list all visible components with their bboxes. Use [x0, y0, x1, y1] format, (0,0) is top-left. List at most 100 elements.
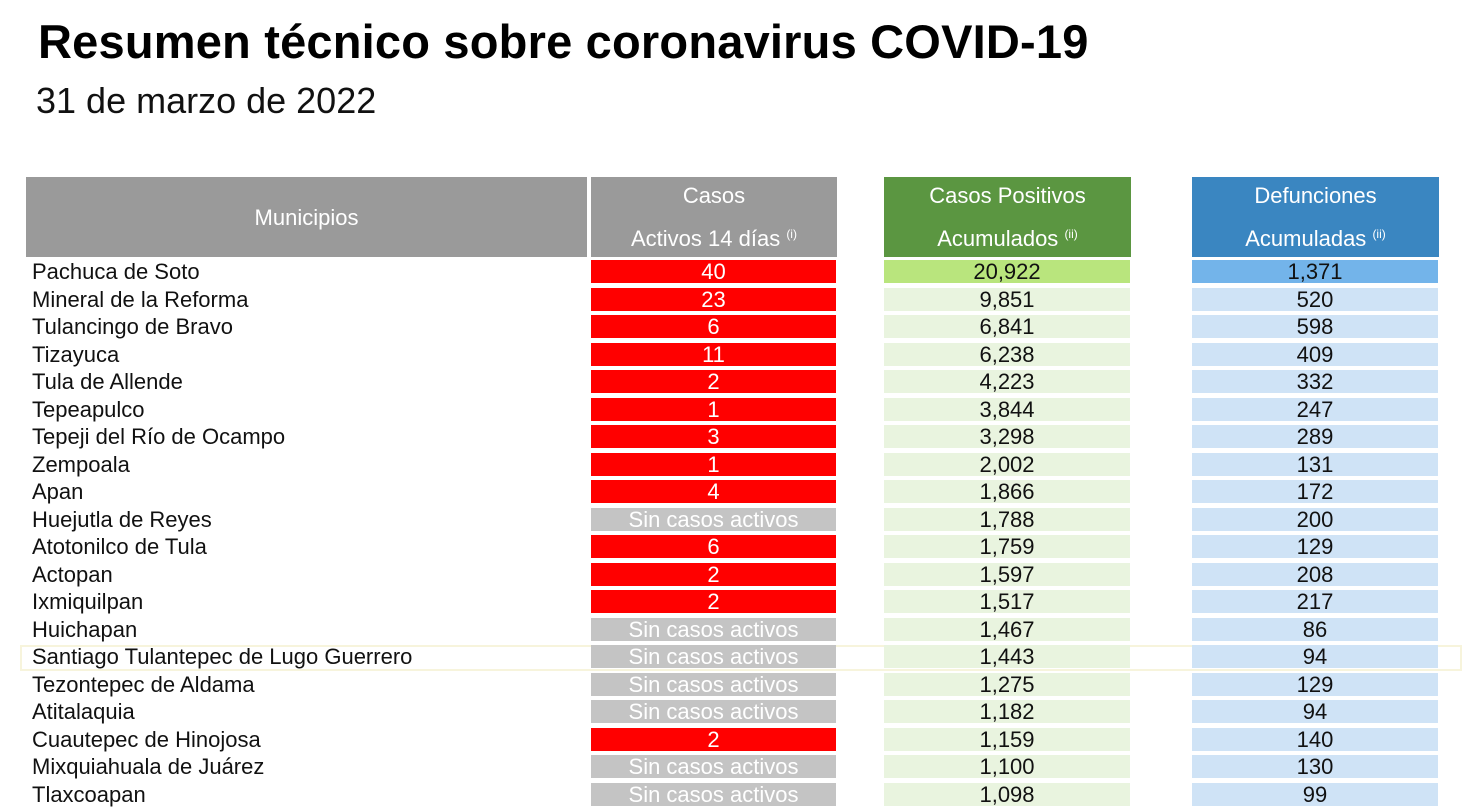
defunciones-cell: 131	[1192, 452, 1438, 476]
municipio-name: Tepeapulco	[32, 396, 145, 422]
defunciones-cell: 247	[1192, 397, 1438, 421]
casos-positivos-cell: 1,098	[884, 782, 1130, 806]
defunciones-cell: 598	[1192, 315, 1438, 338]
header-defunciones-line1: Defunciones	[1254, 183, 1377, 208]
header-defunciones: Defunciones Acumuladas (ii)	[1192, 177, 1439, 257]
municipio-name: Tlaxcoapan	[32, 781, 146, 807]
page-title: Resumen técnico sobre coronavirus COVID-…	[38, 15, 1089, 68]
casos-positivos-cell: 3,844	[884, 397, 1130, 421]
sin-casos-activos-cell: Sin casos activos	[591, 700, 836, 723]
defunciones-cell: 94	[1192, 645, 1438, 668]
defunciones-cell: 217	[1192, 590, 1438, 613]
table-row: Actopan 2 1,597 208	[0, 562, 1465, 588]
defunciones-cell: 409	[1192, 342, 1438, 366]
header-defunciones-note: (ii)	[1372, 227, 1386, 241]
table-row: Ixmiquilpan 2 1,517 217	[0, 590, 1465, 615]
casos-activos-cell: 40	[591, 260, 836, 283]
table-row: Atotonilco de Tula 6 1,759 129	[0, 535, 1465, 560]
table-row: Tlaxcoapan Sin casos activos 1,098 99	[0, 781, 1465, 808]
table-row: Cuautepec de Hinojosa 2 1,159 140	[0, 726, 1465, 753]
defunciones-cell: 129	[1192, 535, 1438, 558]
casos-positivos-cell: 1,443	[884, 645, 1130, 668]
casos-positivos-cell: 1,100	[884, 755, 1130, 778]
defunciones-cell: 172	[1192, 480, 1438, 503]
header-activos-note: (i)	[786, 227, 797, 241]
municipio-name: Tulancingo de Bravo	[32, 314, 233, 339]
header-positivos-line2-text: Acumulados	[937, 226, 1059, 251]
table-row: Tepeapulco 1 3,844 247	[0, 396, 1465, 423]
table-row: Zempoala 1 2,002 131	[0, 451, 1465, 478]
casos-positivos-cell: 20,922	[884, 260, 1130, 283]
casos-positivos-cell: 4,223	[884, 370, 1130, 393]
header-municipios: Municipios	[26, 177, 587, 257]
header-casos-positivos: Casos Positivos Acumulados (ii)	[884, 177, 1131, 257]
municipio-name: Atitalaquia	[32, 699, 135, 724]
casos-activos-cell: 2	[591, 370, 836, 393]
defunciones-cell: 99	[1192, 782, 1438, 806]
sin-casos-activos-cell: Sin casos activos	[591, 617, 836, 641]
casos-activos-cell: 2	[591, 590, 836, 613]
table-row: Tepeji del Río de Ocampo 3 3,298 289	[0, 425, 1465, 450]
casos-positivos-cell: 1,788	[884, 507, 1130, 531]
municipio-name: Tizayuca	[32, 341, 120, 367]
casos-activos-cell: 2	[591, 727, 836, 751]
table-row: Tezontepec de Aldama Sin casos activos 1,2…	[0, 671, 1465, 698]
casos-positivos-cell: 2,002	[884, 452, 1130, 476]
municipio-name: Huichapan	[32, 616, 138, 642]
header-municipios-label: Municipios	[254, 204, 359, 230]
casos-activos-cell: 23	[591, 287, 836, 311]
table-row: Huichapan Sin casos activos 1,467 86	[0, 616, 1465, 643]
report-date: 31 de marzo de 2022	[36, 80, 377, 121]
casos-activos-cell: 1	[591, 452, 836, 476]
table-row: Tula de Allende 2 4,223 332	[0, 370, 1465, 395]
header-positivos-note: (ii)	[1064, 227, 1078, 241]
table-row: Atitalaquia Sin casos activos 1,182 94	[0, 700, 1465, 725]
casos-positivos-cell: 1,467	[884, 617, 1130, 641]
table-row: Tulancingo de Bravo 6 6,841 598	[0, 315, 1465, 340]
header-activos-line2: Activos 14 días (i)	[631, 215, 797, 258]
sin-casos-activos-cell: Sin casos activos	[591, 507, 836, 531]
defunciones-cell: 130	[1192, 755, 1438, 778]
casos-activos-cell: 6	[591, 535, 836, 558]
table-row: Mixquiahuala de Juárez Sin casos activos 1…	[0, 755, 1465, 780]
header-positivos-line1: Casos Positivos	[929, 183, 1086, 208]
defunciones-cell: 1,371	[1192, 260, 1438, 283]
header-positivos-line2: Acumulados (ii)	[937, 215, 1078, 258]
municipio-name: Tezontepec de Aldama	[32, 671, 255, 697]
municipio-name: Mineral de la Reforma	[32, 286, 249, 312]
header-defunciones-line2: Acumuladas (ii)	[1245, 215, 1386, 258]
header-activos-line1: Casos	[682, 183, 746, 208]
casos-activos-cell: 11	[591, 342, 836, 366]
municipio-name: Mixquiahuala de Juárez	[32, 754, 265, 779]
defunciones-cell: 200	[1192, 507, 1438, 531]
header-casos-activos: Casos Activos 14 días (i)	[591, 177, 837, 257]
header-defunciones-line2-text: Acumuladas	[1245, 226, 1367, 251]
casos-positivos-cell: 6,238	[884, 342, 1130, 366]
sin-casos-activos-cell: Sin casos activos	[591, 672, 836, 696]
defunciones-cell: 289	[1192, 425, 1438, 448]
table-row: Apan 4 1,866 172	[0, 480, 1465, 505]
casos-positivos-cell: 1,275	[884, 672, 1130, 696]
municipio-name: Cuautepec de Hinojosa	[32, 726, 261, 752]
casos-positivos-cell: 1,182	[884, 700, 1130, 723]
table-row: Mineral de la Reforma 23 9,851 520	[0, 286, 1465, 313]
casos-positivos-cell: 3,298	[884, 425, 1130, 448]
defunciones-cell: 129	[1192, 672, 1438, 696]
defunciones-cell: 520	[1192, 287, 1438, 311]
casos-positivos-cell: 1,759	[884, 535, 1130, 558]
defunciones-cell: 208	[1192, 562, 1438, 586]
casos-activos-cell: 4	[591, 480, 836, 503]
defunciones-cell: 86	[1192, 617, 1438, 641]
table-row: Pachuca de Soto 40 20,922 1,371	[0, 260, 1465, 285]
municipio-name: Zempoala	[32, 451, 130, 477]
sin-casos-activos-cell: Sin casos activos	[591, 645, 836, 668]
casos-positivos-cell: 1,866	[884, 480, 1130, 503]
defunciones-cell: 332	[1192, 370, 1438, 393]
casos-activos-cell: 6	[591, 315, 836, 338]
casos-positivos-cell: 6,841	[884, 315, 1130, 338]
municipio-name: Ixmiquilpan	[32, 589, 144, 614]
sin-casos-activos-cell: Sin casos activos	[591, 782, 836, 806]
defunciones-cell: 140	[1192, 727, 1438, 751]
municipio-name: Pachuca de Soto	[32, 259, 200, 284]
municipio-name: Apan	[32, 479, 84, 504]
